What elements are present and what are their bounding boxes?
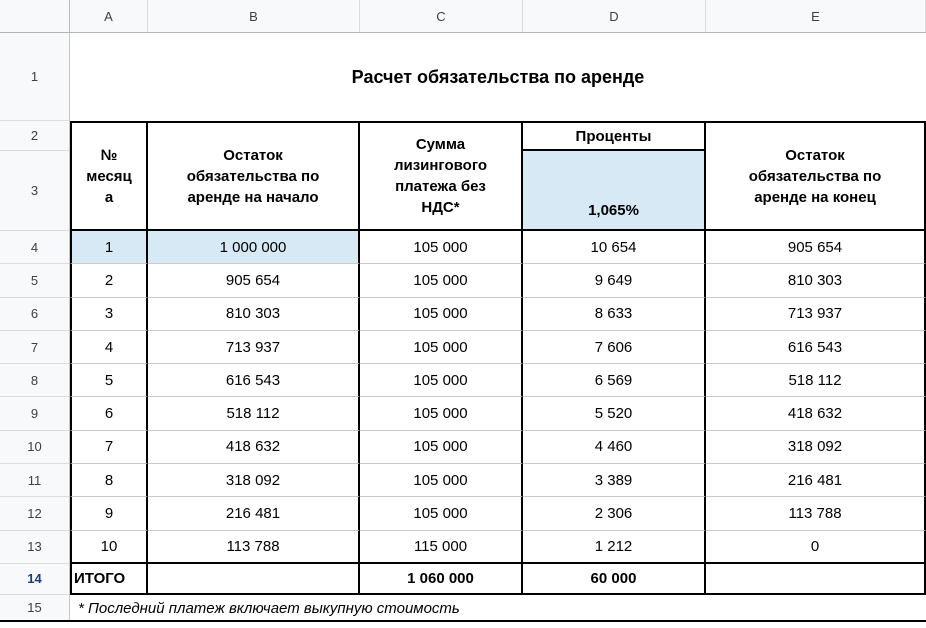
cell-D7[interactable]: 7 606 [523, 330, 706, 365]
cell-C10[interactable]: 105 000 [360, 430, 523, 465]
footnote-cell[interactable]: * Последний платеж включает выкупную сто… [78, 599, 460, 617]
cell-C12[interactable]: 105 000 [360, 497, 523, 531]
cell-C11[interactable]: 105 000 [360, 464, 523, 498]
cell-A7[interactable]: 4 [70, 330, 148, 365]
cell-D13[interactable]: 1 212 [523, 530, 706, 564]
header-payment-cell[interactable]: Сумма лизингового платежа без НДС* [360, 121, 523, 231]
row-header-9[interactable]: 9 [0, 397, 69, 431]
cell-D9[interactable]: 5 520 [523, 397, 706, 431]
cell-A9[interactable]: 6 [70, 397, 148, 431]
cell-C13[interactable]: 115 000 [360, 530, 523, 564]
cell-E5[interactable]: 810 303 [706, 264, 926, 298]
row-header-4[interactable]: 4 [0, 231, 69, 265]
table-bottom-border [0, 620, 926, 622]
cell-E13[interactable]: 0 [706, 530, 926, 564]
cell-A11[interactable]: 8 [70, 464, 148, 498]
row-headers: 1 2 3 4 5 6 7 8 9 10 11 12 13 14 15 [0, 33, 70, 622]
total-interest-cell[interactable]: 60 000 [523, 563, 706, 595]
cell-A4[interactable]: 1 [70, 231, 148, 265]
cell-E8[interactable]: 518 112 [706, 364, 926, 398]
row-header-1[interactable]: 1 [0, 33, 69, 121]
cell-B12[interactable]: 216 481 [148, 497, 360, 531]
cell-B8[interactable]: 616 543 [148, 364, 360, 398]
cell-C6[interactable]: 105 000 [360, 297, 523, 331]
row-header-12[interactable]: 12 [0, 497, 69, 531]
cell-E9[interactable]: 418 632 [706, 397, 926, 431]
header-interest-rate-cell[interactable]: 1,065% [523, 151, 706, 231]
total-payment-cell[interactable]: 1 060 000 [360, 563, 523, 595]
row-header-3[interactable]: 3 [0, 151, 69, 231]
row-header-14[interactable]: 14 [0, 563, 69, 595]
row-header-2[interactable]: 2 [0, 121, 69, 151]
select-all-corner[interactable] [0, 0, 70, 33]
row-header-7[interactable]: 7 [0, 330, 69, 365]
cell-D5[interactable]: 9 649 [523, 264, 706, 298]
cell-A8[interactable]: 5 [70, 364, 148, 398]
cell-E6[interactable]: 713 937 [706, 297, 926, 331]
cell-B11[interactable]: 318 092 [148, 464, 360, 498]
cell-D4[interactable]: 10 654 [523, 231, 706, 265]
header-month-cell[interactable]: № месяца [70, 121, 148, 231]
sheet-content: Расчет обязательства по аренде № месяца … [70, 33, 926, 622]
cell-E7[interactable]: 616 543 [706, 330, 926, 365]
row-header-15[interactable]: 15 [0, 594, 69, 622]
cell-D12[interactable]: 2 306 [523, 497, 706, 531]
row-header-11[interactable]: 11 [0, 464, 69, 498]
cell-B5[interactable]: 905 654 [148, 264, 360, 298]
row-header-13[interactable]: 13 [0, 530, 69, 564]
total-label-cell[interactable]: ИТОГО [70, 563, 148, 595]
column-header-E[interactable]: E [706, 0, 926, 32]
cell-C5[interactable]: 105 000 [360, 264, 523, 298]
cell-D11[interactable]: 3 389 [523, 464, 706, 498]
row-header-5[interactable]: 5 [0, 264, 69, 298]
cell-D6[interactable]: 8 633 [523, 297, 706, 331]
sheet-title-cell[interactable]: Расчет обязательства по аренде [351, 66, 645, 87]
column-header-C[interactable]: C [360, 0, 523, 32]
cell-B13[interactable]: 113 788 [148, 530, 360, 564]
header-interest-cell[interactable]: Проценты [523, 121, 706, 151]
row-header-6[interactable]: 6 [0, 297, 69, 331]
cell-B7[interactable]: 713 937 [148, 330, 360, 365]
cell-A12[interactable]: 9 [70, 497, 148, 531]
column-header-B[interactable]: B [148, 0, 360, 32]
cell-A13[interactable]: 10 [70, 530, 148, 564]
cell-A5[interactable]: 2 [70, 264, 148, 298]
header-end-balance-cell[interactable]: Остаток обязательства по аренде на конец [706, 121, 926, 231]
cell-C7[interactable]: 105 000 [360, 330, 523, 365]
cell-A10[interactable]: 7 [70, 430, 148, 465]
header-start-balance-cell[interactable]: Остаток обязательства по аренде на начал… [148, 121, 360, 231]
cell-E12[interactable]: 113 788 [706, 497, 926, 531]
cell-D8[interactable]: 6 569 [523, 364, 706, 398]
total-end-cell[interactable] [706, 563, 926, 595]
cell-A6[interactable]: 3 [70, 297, 148, 331]
column-header-D[interactable]: D [523, 0, 706, 32]
cell-E4[interactable]: 905 654 [706, 231, 926, 265]
row-header-8[interactable]: 8 [0, 364, 69, 398]
row-header-10[interactable]: 10 [0, 430, 69, 465]
cell-B6[interactable]: 810 303 [148, 297, 360, 331]
total-start-cell[interactable] [148, 563, 360, 595]
cell-B10[interactable]: 418 632 [148, 430, 360, 465]
cell-B4[interactable]: 1 000 000 [148, 231, 360, 265]
cell-B9[interactable]: 518 112 [148, 397, 360, 431]
column-header-A[interactable]: A [70, 0, 148, 32]
cell-C8[interactable]: 105 000 [360, 364, 523, 398]
cell-E11[interactable]: 216 481 [706, 464, 926, 498]
cell-E10[interactable]: 318 092 [706, 430, 926, 465]
cell-C9[interactable]: 105 000 [360, 397, 523, 431]
cell-D10[interactable]: 4 460 [523, 430, 706, 465]
cell-C4[interactable]: 105 000 [360, 231, 523, 265]
